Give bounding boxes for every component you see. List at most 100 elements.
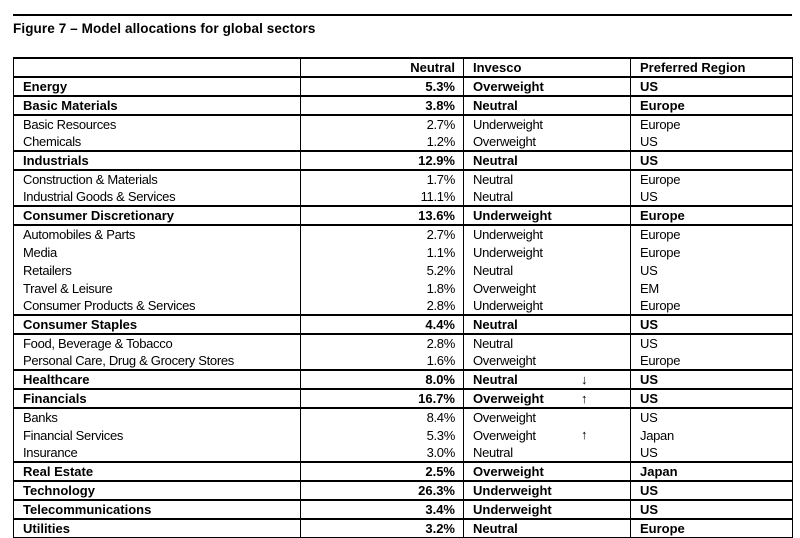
table-row: Chemicals 1.2% Overweight US	[14, 133, 793, 151]
invesco-stance-label: Neutral	[473, 317, 518, 332]
region-cell: US	[630, 188, 793, 206]
neutral-value-cell: 2.8%	[300, 297, 464, 315]
invesco-stance-cell: Underweight	[463, 297, 631, 315]
neutral-value-cell: 3.8%	[300, 95, 464, 116]
neutral-value-cell: 1.8%	[300, 279, 464, 297]
invesco-stance-label: Neutral	[473, 172, 513, 187]
invesco-stance-cell: Neutral	[463, 188, 631, 206]
neutral-value-cell: 4.4%	[300, 314, 464, 335]
region-cell: Europe	[630, 205, 793, 226]
region-cell: Japan	[630, 426, 793, 444]
region-cell: Europe	[630, 170, 793, 188]
neutral-value-cell: 5.2%	[300, 261, 464, 279]
invesco-stance-label: Overweight	[473, 391, 544, 406]
sector-cell: Media	[23, 244, 57, 260]
sector-cell: Personal Care, Drug & Grocery Stores	[23, 353, 235, 368]
neutral-value-cell: 8.4%	[300, 408, 464, 426]
table-row: Automobiles & Parts 2.7% Underweight Europe	[14, 225, 793, 243]
neutral-value-cell: 16.7%	[300, 388, 464, 409]
table-row: Industrials 12.9% Neutral US	[13, 150, 793, 171]
table-row: Financial Services 5.3% Overweight ↑ Japan	[14, 426, 793, 444]
invesco-stance-label: Overweight	[473, 410, 536, 425]
neutral-value-cell: 2.7%	[300, 225, 464, 243]
invesco-stance-label: Underweight	[473, 502, 552, 517]
invesco-stance-label: Neutral	[473, 445, 513, 460]
invesco-stance-cell: Underweight	[463, 225, 631, 243]
invesco-stance-label: Neutral	[473, 189, 513, 204]
sector-cell: Telecommunications	[13, 499, 301, 520]
top-divider	[13, 14, 792, 16]
sector-cell: Food, Beverage & Tobacco	[23, 336, 173, 351]
sector-cell: Travel & Leisure	[23, 280, 113, 296]
invesco-stance-cell: Underweight	[463, 480, 631, 501]
sector-cell: Construction & Materials	[23, 172, 158, 187]
region-cell: US	[630, 444, 793, 462]
neutral-value-cell: 3.0%	[300, 444, 464, 462]
region-cell: US	[630, 369, 793, 390]
header-preferred-region: Preferred Region	[630, 58, 793, 78]
invesco-stance-label: Neutral	[473, 336, 513, 351]
invesco-stance-cell: Neutral ↓	[463, 369, 631, 390]
neutral-value-cell: 11.1%	[300, 188, 464, 206]
table-row: Telecommunications 3.4% Underweight US	[13, 499, 793, 520]
table-row: Utilities 3.2% Neutral Europe	[13, 518, 793, 538]
invesco-stance-label: Overweight	[473, 79, 544, 94]
invesco-stance-cell: Neutral	[463, 334, 631, 352]
invesco-stance-label: Overweight	[473, 134, 536, 149]
region-cell: Europe	[630, 243, 793, 261]
neutral-value-cell: 3.4%	[300, 499, 464, 520]
region-cell: Japan	[630, 461, 793, 482]
table-row: Travel & Leisure 1.8% Overweight EM	[14, 279, 793, 297]
region-cell: US	[630, 408, 793, 426]
table-row: Retailers 5.2% Neutral US	[14, 261, 793, 279]
neutral-value-cell: 13.6%	[300, 205, 464, 226]
sector-cell: Technology	[13, 480, 301, 501]
table-row: Consumer Staples 4.4% Neutral US	[13, 314, 793, 335]
table-row: Healthcare 8.0% Neutral ↓ US	[13, 369, 793, 390]
invesco-stance-cell: Neutral	[463, 518, 631, 538]
invesco-stance-cell: Neutral	[463, 314, 631, 335]
neutral-value-cell: 1.6%	[300, 352, 464, 370]
invesco-stance-label: Underweight	[473, 244, 543, 260]
invesco-stance-cell: Overweight	[463, 352, 631, 370]
invesco-stance-label: Overweight	[473, 464, 544, 479]
invesco-stance-label: Underweight	[473, 298, 543, 313]
sector-cell: Basic Resources	[23, 117, 117, 132]
invesco-stance-cell: Neutral	[463, 150, 631, 171]
invesco-stance-label: Neutral	[473, 153, 518, 168]
invesco-stance-label: Underweight	[473, 227, 543, 242]
table-row: Financials 16.7% Overweight ↑ US	[13, 388, 793, 409]
sector-cell: Consumer Products & Services	[23, 298, 196, 313]
sector-cell: Energy	[13, 76, 301, 97]
region-cell: US	[630, 150, 793, 171]
table-header-row: Neutral Invesco Preferred Region	[13, 58, 793, 78]
sector-cell: Automobiles & Parts	[23, 227, 136, 242]
table-row: Media 1.1% Underweight Europe	[14, 243, 793, 261]
invesco-stance-label: Overweight	[473, 427, 536, 443]
invesco-stance-label: Overweight	[473, 353, 536, 368]
table-row: Basic Resources 2.7% Underweight Europe	[14, 115, 793, 133]
invesco-stance-label: Neutral	[473, 521, 518, 536]
header-invesco: Invesco	[463, 58, 631, 78]
neutral-value-cell: 26.3%	[300, 480, 464, 501]
invesco-stance-cell: Neutral	[463, 170, 631, 188]
allocation-table-body: Energy 5.3% Overweight US Basic Materials 3.8…	[13, 76, 793, 538]
region-cell: US	[630, 133, 793, 151]
sector-cell: Financials	[13, 388, 301, 409]
region-cell: Europe	[630, 115, 793, 133]
sector-cell: Healthcare	[13, 369, 301, 390]
table-row: Insurance 3.0% Neutral US	[14, 444, 793, 462]
sector-cell: Chemicals	[23, 134, 81, 149]
neutral-value-cell: 1.1%	[300, 243, 464, 261]
invesco-stance-cell: Overweight	[463, 76, 631, 97]
region-cell: Europe	[630, 95, 793, 116]
header-neutral: Neutral	[300, 58, 464, 78]
table-row: Personal Care, Drug & Grocery Stores 1.6%…	[14, 352, 793, 370]
invesco-stance-label: Underweight	[473, 208, 552, 223]
table-row: Industrial Goods & Services 11.1% Neutral U…	[14, 188, 793, 206]
region-cell: Europe	[630, 297, 793, 315]
neutral-value-cell: 5.3%	[300, 76, 464, 97]
sector-cell: Utilities	[13, 518, 301, 538]
region-cell: Europe	[630, 352, 793, 370]
